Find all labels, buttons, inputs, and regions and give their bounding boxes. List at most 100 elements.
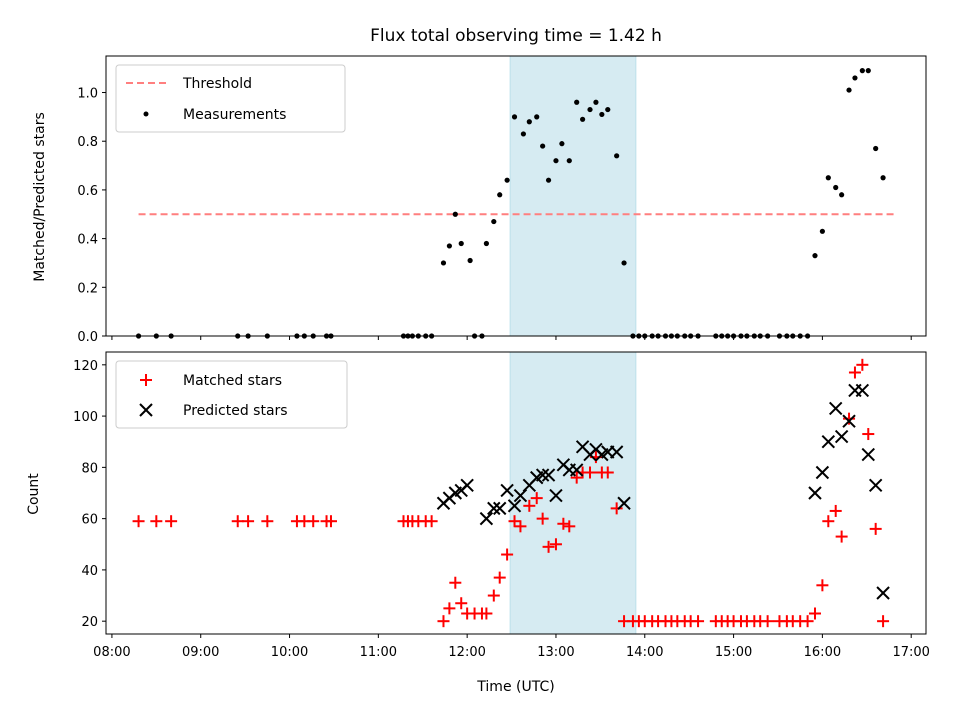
matched-star-point [514,520,527,533]
bottom-ytick-label: 100 [73,410,98,425]
measurement-point [483,240,489,247]
measurement-point [587,106,593,113]
xtick-label: 13:00 [537,645,574,660]
predicted-star-point [876,586,890,600]
matched-star-point [816,579,829,592]
xtick-label: 14:00 [626,645,663,660]
measurement-point [852,75,858,81]
measurement-point [580,116,586,122]
measurement-point [491,218,497,225]
matched-star-point [801,615,814,628]
measurement-point [566,158,572,164]
measurement-point [812,253,818,259]
matched-star-point [835,530,848,543]
xtick-label: 08:00 [93,645,130,660]
bottom-legend: Matched stars Predicted stars [115,360,348,429]
xtick-label: 09:00 [182,645,219,660]
matched-star-point [455,597,468,610]
predicted-star-point [815,465,830,480]
matched-star-point [425,515,438,528]
matched-star-point [822,515,835,528]
matched-star-point [856,358,869,371]
top-ytick-label: 0.6 [77,184,98,199]
top-yticks: 0.0 0.2 0.4 0.6 0.8 1.0 [77,87,106,345]
measurement-point [504,177,510,183]
predicted-star-point [821,435,836,449]
matched-star-point [829,504,842,517]
xtick-label: 16:00 [804,645,841,660]
measurement-point [825,175,831,181]
top-xticks [111,336,912,340]
matched-star-point [843,412,856,425]
matched-star-point [692,615,705,628]
top-ytick-label: 0.2 [77,281,98,296]
predicted-star-point [569,463,584,477]
measurement-point [497,192,503,198]
bottom-marks [132,358,890,628]
bottom-ytick-label: 120 [73,359,98,374]
matched-star-point [443,602,456,615]
bottom-legend-box [115,360,348,429]
predicted-legend-swatch [139,403,153,417]
measurement-point [540,143,546,149]
predicted-star-point [500,483,514,498]
chart-title: Flux total observing time = 1.42 h [370,26,662,46]
measurement-point [520,131,527,137]
top-ytick-label: 1.0 [77,87,98,102]
predicted-star-point [507,499,522,513]
bottom-panel: 20 40 60 80 100 120 08:00 09:00 10:00 11:00 12:00… [26,351,930,695]
top-panel: 0.0 0.2 0.4 0.6 0.8 1.0 Matched/Predicted sta… [32,55,927,345]
matched-star-point [862,428,875,441]
matched-star-point [542,540,555,553]
xtick-label: 15:00 [715,645,752,660]
top-legend: Threshold Measurements [115,64,346,133]
predicted-star-point [493,501,507,516]
measurement-point [621,260,627,266]
predicted-star-point [855,383,870,398]
measurement-point [614,153,620,159]
matched-star-point [869,522,882,535]
predicted-star-point [617,496,631,510]
measurement-point [880,175,886,181]
predicted-star-point [842,414,856,428]
top-shaded-span [509,55,637,337]
xtick-label: 12:00 [448,645,485,660]
matched-legend-swatch [140,374,152,386]
predicted-legend-label: Predicted stars [183,403,288,419]
matched-star-point [231,515,244,528]
matched-star-point [242,515,255,528]
matched-star-point [165,515,178,528]
matched-star-point [508,515,521,528]
matched-star-point [584,466,597,479]
measurement-point [574,99,580,105]
matched-star-point [536,512,549,525]
matched-star-point [261,515,274,528]
matched-star-point [877,615,890,628]
xtick-label: 10:00 [271,645,308,660]
x-axis-label: Time (UTC) [476,679,554,695]
bottom-xticks: 08:00 09:00 10:00 11:00 12:00 13:00 14:00 15:00… [93,634,930,660]
measurement-point [452,211,458,217]
measurement-point [559,141,565,147]
xtick-label: 17:00 [892,645,929,660]
threshold-legend-label: Threshold [182,76,252,92]
matched-star-point [493,571,506,584]
matched-star-point [549,538,562,551]
top-legend-box [115,64,346,133]
matched-star-point [563,520,576,533]
matched-star-point [848,366,861,379]
measurement-point [458,240,464,247]
measurement-point [545,177,552,183]
top-y-axis-label: Matched/Predicted stars [32,112,48,282]
predicted-star-point [808,486,822,500]
predicted-star-point [829,401,843,416]
matched-star-point [437,615,450,628]
predicted-star-point [609,445,624,459]
measurements-legend-label: Measurements [183,107,286,123]
matched-star-point [610,502,623,515]
measurement-point [440,260,447,266]
measurement-point [865,68,871,74]
measurement-point [599,111,605,118]
matched-star-point [132,515,145,528]
